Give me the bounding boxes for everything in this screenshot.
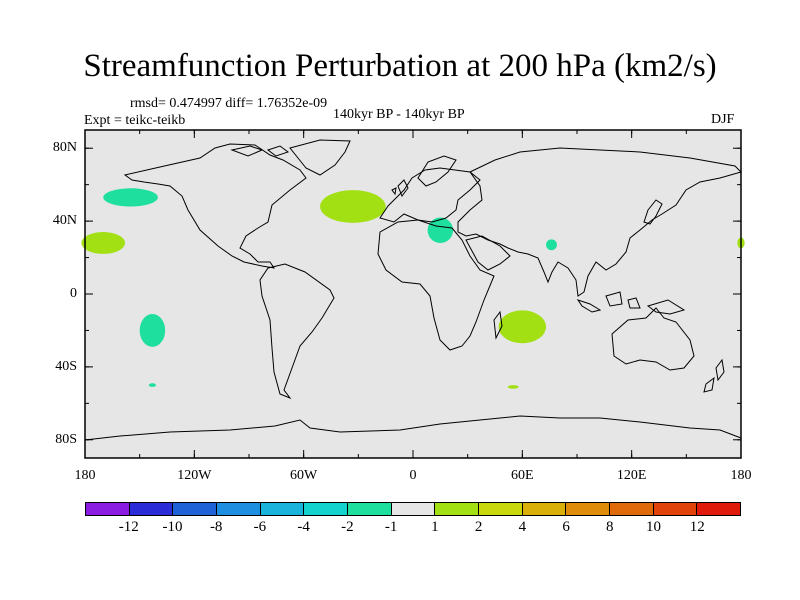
colorbar-swatch <box>435 503 480 515</box>
coastline-arctic-islands <box>230 145 290 157</box>
lon-tick-label: 60E <box>511 468 534 483</box>
colorbar-label: -6 <box>253 519 267 535</box>
colorbar-label: -10 <box>162 519 183 535</box>
anomaly-south-indian-ocean-positive <box>498 310 547 344</box>
axis-ticks <box>84 130 742 458</box>
anomaly-india-negative <box>546 239 557 251</box>
colorbar-label: 4 <box>518 519 527 535</box>
coastline-scandinavia <box>417 155 457 187</box>
anomaly-mediterranean-negative <box>427 217 454 243</box>
colorbar-label: -1 <box>384 519 398 535</box>
colorbar-label: 10 <box>646 519 662 535</box>
coastline-madagascar <box>493 310 503 340</box>
experiment-label: Expt = teikc-teikb <box>84 113 186 128</box>
colorbar-label: -12 <box>118 519 139 535</box>
lon-tick-label: 60W <box>290 468 318 483</box>
coastline-australia <box>611 307 695 371</box>
coastline-south-america <box>259 263 335 400</box>
lon-tick-label: 120E <box>616 468 647 483</box>
lat-tick-label: 80S <box>55 431 77 447</box>
colorbar-swatch <box>566 503 611 515</box>
lat-tick-label: 0 <box>70 286 77 301</box>
colorbar-label: -8 <box>209 519 223 535</box>
colorbar-swatch <box>260 503 305 515</box>
lat-tick-label: 80N <box>52 140 77 156</box>
coastline-asia <box>457 147 742 297</box>
lat-tick-label: 40N <box>52 213 77 229</box>
colorbar-swatch <box>479 503 523 515</box>
coastlines <box>84 139 742 441</box>
colorbar <box>85 502 741 516</box>
anomaly-south-pacific-negative <box>139 314 166 347</box>
colorbar-swatch <box>391 503 436 515</box>
colorbar-swatch <box>522 503 567 515</box>
coastline-japan <box>643 199 663 225</box>
season-label: DJF <box>711 112 735 127</box>
anomaly-north-pacific-negative <box>103 188 158 207</box>
coastline-new-zealand <box>703 358 725 393</box>
coastline-north-america <box>123 143 307 269</box>
map-background <box>85 130 741 458</box>
coastline-greenland <box>289 139 351 176</box>
lon-tick-label: 180 <box>74 468 96 483</box>
anomaly-southern-ocean-small-positive <box>507 385 519 389</box>
lon-tick-label: 0 <box>409 468 417 483</box>
colorbar-label: 2 <box>474 519 483 535</box>
colorbar-swatch <box>86 503 130 515</box>
period-label: 140kyr BP - 140kyr BP <box>333 107 465 122</box>
coastline-arabia <box>465 235 511 271</box>
lat-tick-label: 40S <box>55 358 77 374</box>
colorbar-swatch <box>217 503 261 515</box>
coastline-indonesia <box>576 291 686 315</box>
colorbar-swatch <box>653 503 698 515</box>
colorbar-swatch <box>173 503 218 515</box>
colorbar-label: 6 <box>562 519 570 535</box>
colorbar-swatch <box>304 503 349 515</box>
colorbar-label: -4 <box>297 519 310 535</box>
colorbar-swatch <box>697 503 741 515</box>
colorbar-swatch <box>129 503 174 515</box>
lon-tick-label: 120W <box>177 468 212 483</box>
plot-title: Streamfunction Perturbation at 200 hPa (… <box>83 48 717 84</box>
stats-text: rmsd= 0.474997 diff= 1.76352e-09 <box>130 96 328 111</box>
colorbar-swatch <box>610 503 654 515</box>
colorbar-label: 1 <box>431 519 439 535</box>
anomaly-north-atlantic-positive <box>320 190 386 223</box>
colorbar-label: 8 <box>606 519 614 535</box>
anomaly-subtropical-pacific-positive <box>81 232 126 254</box>
lon-tick-label: 180 <box>730 468 752 483</box>
coastline-antarctica <box>84 415 742 441</box>
colorbar-label: -2 <box>341 519 354 535</box>
colorbar-label: 12 <box>689 519 705 535</box>
coastline-africa <box>377 219 495 351</box>
coastline-british-isles <box>391 179 409 198</box>
colorbar-swatch <box>348 503 392 515</box>
anomaly-layer <box>81 188 745 389</box>
anomaly-south-pacific-small-negative <box>148 383 157 387</box>
